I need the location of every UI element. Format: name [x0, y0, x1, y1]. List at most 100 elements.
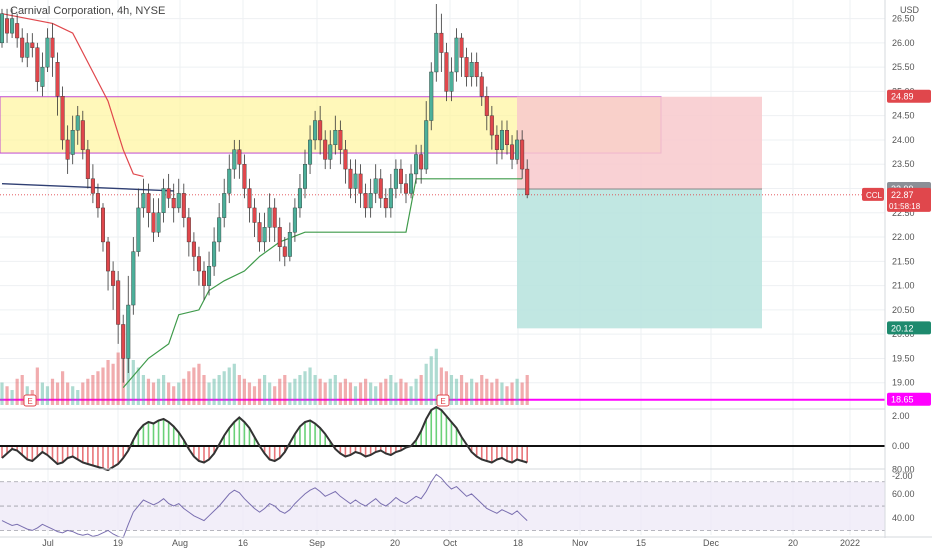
- candle-body: [474, 62, 479, 78]
- target-badge: 20.12: [891, 323, 914, 333]
- candle-body: [348, 168, 353, 189]
- time-tick-label: 20: [390, 538, 400, 548]
- volume-bar: [96, 371, 100, 405]
- volume-bar: [434, 348, 438, 405]
- chart-title: Carnival Corporation, 4h, NYSE: [10, 5, 165, 17]
- candle-body: [116, 280, 121, 325]
- price-tick-label: 22.00: [892, 232, 915, 242]
- volume-bar: [515, 378, 519, 405]
- candle-body: [439, 32, 444, 53]
- countdown-badge: 01:58:18: [889, 202, 921, 211]
- candle-body: [10, 18, 15, 34]
- volume-bar: [15, 378, 19, 405]
- earnings-marker: [436, 394, 450, 407]
- candle-body: [398, 168, 403, 184]
- volume-bar: [76, 390, 80, 405]
- candle-body: [90, 178, 95, 194]
- candle-body: [242, 164, 247, 189]
- candle-body: [479, 76, 484, 97]
- earnings-marker-label: E: [440, 397, 445, 406]
- volume-bar: [35, 367, 39, 405]
- last-price-badge: 22.87: [891, 190, 914, 200]
- candle-body: [100, 207, 105, 243]
- time-tick-label: 16: [238, 538, 248, 548]
- candle-body: [267, 207, 272, 228]
- volume-bar: [293, 378, 297, 405]
- volume-bar: [348, 382, 353, 405]
- time-tick-label: 18: [513, 538, 523, 548]
- price-tick-label: 20.50: [892, 305, 915, 315]
- volume-bar: [192, 367, 196, 405]
- candle-body: [444, 52, 449, 92]
- volume-bar: [409, 386, 413, 405]
- candles-layer: [0, 4, 530, 383]
- oscillator-pane: 2.00 0.00 -2.00: [0, 405, 913, 481]
- candle-body: [161, 188, 166, 213]
- volume-bar: [444, 371, 448, 405]
- volume-bar: [369, 382, 373, 405]
- volume-bar: [40, 382, 44, 405]
- target-badge-bg: [887, 321, 931, 335]
- candle-body: [424, 120, 429, 170]
- volume-bar: [55, 382, 60, 405]
- volume-bar: [232, 363, 236, 405]
- candle-body: [207, 265, 212, 286]
- candle-body: [171, 198, 176, 209]
- candle-body: [358, 173, 363, 194]
- candle-body: [111, 270, 116, 286]
- candle-body: [419, 154, 424, 170]
- candle-body: [196, 256, 201, 272]
- volume-bar: [505, 386, 509, 405]
- time-tick-label: 2022: [840, 538, 860, 548]
- volume-bar: [151, 382, 156, 405]
- candle-body: [181, 193, 186, 218]
- candle-body: [282, 246, 287, 257]
- candle-body: [494, 134, 499, 150]
- price-tick-label: 24.00: [892, 135, 915, 145]
- candle-body: [50, 37, 55, 58]
- volume-bar: [61, 371, 65, 405]
- volume-bar: [217, 375, 221, 405]
- last-price-badge-bg: [887, 187, 931, 212]
- candle-body: [515, 139, 520, 160]
- volume-bar: [495, 378, 499, 405]
- volume-bar: [207, 382, 211, 405]
- candle-body: [106, 241, 111, 272]
- volume-bar: [237, 375, 241, 405]
- trailing-stop-upper: [1, 13, 144, 177]
- osc-tick-label: 2.00: [892, 411, 910, 421]
- candle-body: [5, 18, 10, 34]
- time-tick-label: Aug: [172, 538, 188, 548]
- volume-bar: [414, 378, 418, 405]
- candle-body: [434, 32, 439, 73]
- candle-body: [35, 47, 40, 82]
- volume-bar: [162, 375, 166, 405]
- volume-bar: [374, 386, 378, 405]
- candle-body: [136, 207, 141, 252]
- candle-body: [95, 193, 100, 209]
- volume-bar: [273, 386, 277, 405]
- candle-body: [20, 37, 25, 58]
- volume-bar: [475, 382, 479, 405]
- stop-badge-bg: [887, 89, 931, 103]
- volume-bar: [338, 382, 342, 405]
- volume-bar: [116, 352, 120, 405]
- candle-body: [454, 37, 459, 73]
- volume-bar: [268, 382, 272, 405]
- candle-body: [343, 149, 348, 170]
- volume-bar: [182, 378, 186, 405]
- price-tick-label: 26.50: [892, 14, 915, 24]
- volume-bar: [358, 382, 363, 405]
- candle-body: [393, 168, 398, 189]
- candle-body: [469, 62, 474, 78]
- candle-body: [318, 120, 323, 141]
- earnings-marker: [23, 394, 37, 407]
- candle-body: [176, 193, 181, 209]
- candle-body: [191, 241, 196, 257]
- volume-bar: [313, 375, 317, 405]
- time-tick-label: 15: [636, 538, 646, 548]
- candle-body: [368, 193, 373, 209]
